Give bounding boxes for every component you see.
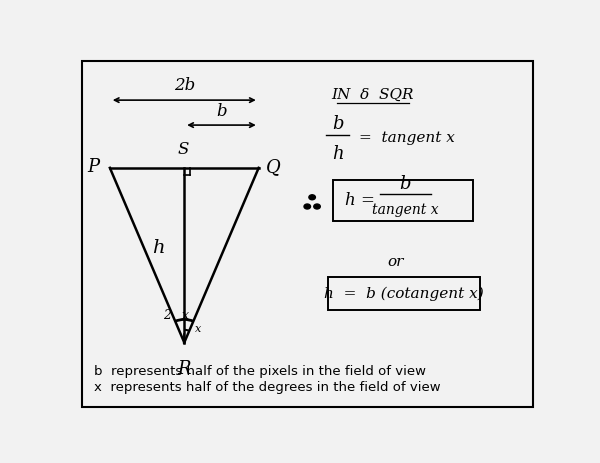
Text: =  tangent x: = tangent x xyxy=(359,131,455,145)
Text: IN  δ  SQR: IN δ SQR xyxy=(331,88,414,102)
Text: R: R xyxy=(178,360,191,378)
Bar xyxy=(333,180,473,221)
Text: S: S xyxy=(178,141,189,158)
Text: b  represents half of the pixels in the field of view: b represents half of the pixels in the f… xyxy=(94,364,425,377)
Circle shape xyxy=(309,195,316,200)
Text: x  represents half of the degrees in the field of view: x represents half of the degrees in the … xyxy=(94,382,440,394)
Text: h: h xyxy=(152,239,165,257)
Text: x: x xyxy=(194,324,201,334)
Bar xyxy=(328,276,479,311)
Circle shape xyxy=(304,204,311,209)
Text: x: x xyxy=(182,309,189,322)
Text: h  =  b (cotangent x): h = b (cotangent x) xyxy=(324,286,484,301)
Text: 2: 2 xyxy=(163,309,171,322)
Text: 2b: 2b xyxy=(173,77,195,94)
Text: b: b xyxy=(400,175,411,193)
Text: b: b xyxy=(332,115,343,133)
Text: P: P xyxy=(88,158,100,176)
Text: Q: Q xyxy=(266,158,281,176)
Circle shape xyxy=(314,204,320,209)
Text: h =: h = xyxy=(345,192,374,209)
Text: or: or xyxy=(388,255,404,269)
Text: tangent x: tangent x xyxy=(372,203,439,217)
Text: b: b xyxy=(216,103,227,120)
Text: h: h xyxy=(332,145,344,163)
